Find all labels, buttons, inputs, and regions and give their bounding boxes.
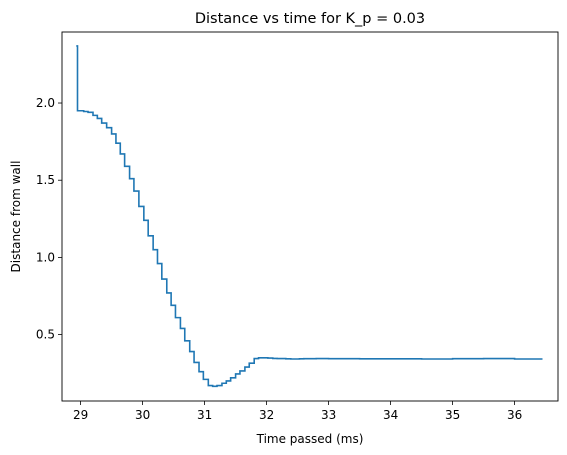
y-tick-label: 1.0 — [36, 250, 55, 264]
x-axis-label: Time passed (ms) — [256, 432, 364, 446]
y-tick-label: 2.0 — [36, 96, 55, 110]
x-tick-label: 32 — [259, 408, 274, 422]
y-tick-label: 1.5 — [36, 173, 55, 187]
axes-frame — [61, 31, 559, 402]
x-tick-label: 30 — [135, 408, 150, 422]
plot-area — [76, 45, 543, 388]
x-tick-label: 31 — [197, 408, 212, 422]
y-tick-label: 0.5 — [36, 328, 55, 342]
x-tick-label: 33 — [321, 408, 336, 422]
x-axis: 29 30 31 32 33 34 35 36 — [73, 401, 522, 422]
y-axis: 0.5 1.0 1.5 2.0 — [36, 96, 62, 342]
x-tick-label: 35 — [445, 408, 460, 422]
y-axis-label: Distance from wall — [9, 161, 23, 273]
x-tick-label: 34 — [383, 408, 398, 422]
chart-title: Distance vs time for K_p = 0.03 — [195, 11, 425, 27]
x-tick-label: 36 — [507, 408, 522, 422]
x-tick-label: 29 — [73, 408, 88, 422]
series-line-0 — [76, 45, 543, 388]
